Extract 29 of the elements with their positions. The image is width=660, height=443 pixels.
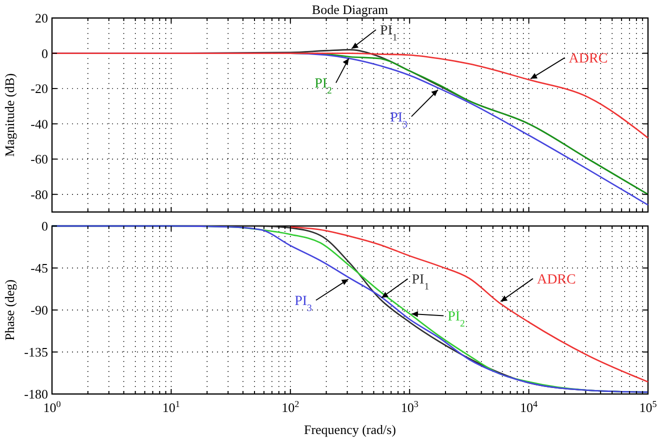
y-tick-label: 20 [35,10,48,26]
text: PI$_{3}$ [294,294,312,314]
y-tick-label: -45 [30,260,48,276]
y-tick-label: 0 [42,218,48,234]
series-label: PI$_{2}$ [448,310,466,330]
x-tick-label: 10$^{0}$ [43,399,62,415]
series-label: PI$_{1}$ [380,24,398,44]
y-tick-label: 0 [42,46,48,61]
y-tick-label: -60 [30,152,48,167]
y-tick-label: -20 [30,81,48,96]
x-tick-label: 10$^{2}$ [282,399,300,415]
x-axis-title: Frequency (rad/s) [304,422,396,437]
y-tick-label: -135 [24,344,48,360]
chart-title: Bode Diagram [312,2,388,17]
y-tick-label: -40 [30,116,48,132]
x-tick-label: 10$^{4}$ [520,399,538,415]
y-tick-label: -180 [24,386,48,402]
y-axis-title: Magnitude (dB) [2,73,17,157]
y-axis-title: Phase (deg) [2,279,17,341]
series-label: PI$_{1}$ [412,272,430,292]
x-tick-label: 10$^{1}$ [162,399,180,415]
y-tick-label: -80 [30,186,48,202]
x-tick-label: 10$^{5}$ [639,399,658,415]
series-label: PI$_{2}$ [314,76,332,96]
y-tick-label: -90 [30,302,48,318]
series-label: ADRC [568,52,608,67]
text: ADRC [536,272,576,288]
text: PI$_{3}$ [390,110,408,130]
x-tick-label: 10$^{3}$ [400,399,419,415]
